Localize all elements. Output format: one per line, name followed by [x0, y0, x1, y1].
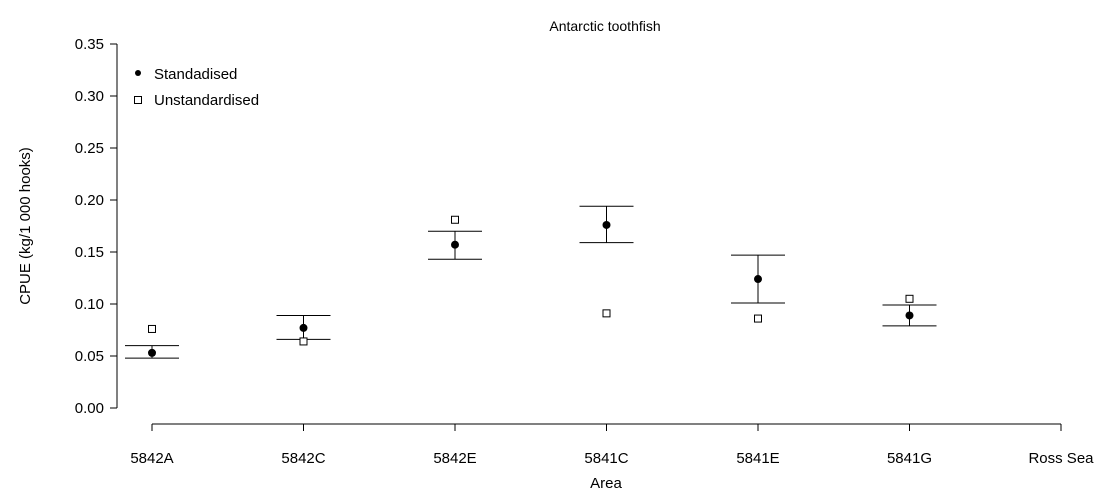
x-axis-title: Area	[590, 475, 622, 492]
y-tick-label: 0.00	[75, 400, 104, 417]
unstandardised-point	[148, 324, 156, 333]
legend-label-unstandardised: Unstandardised	[154, 92, 259, 109]
unstandardised-point	[299, 337, 308, 346]
unstandardised-point	[754, 314, 762, 323]
y-tick-label: 0.15	[75, 244, 104, 261]
y-tick-label: 0.30	[75, 88, 104, 105]
x-tick-label: 5841C	[584, 450, 628, 467]
x-tick-label: 5842A	[130, 450, 173, 467]
x-tick-label: 5842C	[281, 450, 325, 467]
chart-title: Antarctic toothfish	[549, 18, 660, 34]
standardised-point	[451, 240, 459, 249]
legend: Standadised Unstandardised	[134, 66, 259, 109]
standardised-point	[754, 275, 762, 284]
unstandardised-point	[905, 294, 914, 303]
y-tick-label: 0.10	[75, 296, 104, 313]
unstandardised-point	[602, 309, 611, 318]
y-tick-label: 0.20	[75, 192, 104, 209]
data-marks	[125, 205, 937, 359]
x-tick-label: 5842E	[433, 450, 476, 467]
x-axis: 5842A 5842C 5842E 5841C 5841E 5841G Ross Sea	[130, 423, 1094, 467]
standardised-point	[148, 348, 156, 357]
y-tick-label: 0.25	[75, 140, 104, 157]
x-tick-label: 5841G	[887, 450, 932, 467]
y-axis: 0.00 0.05 0.10 0.15 0.20 0.25 0.30 0.35	[75, 36, 118, 417]
unstandardised-point	[451, 215, 459, 224]
standardised-point	[602, 220, 611, 229]
legend-marker-unstandardised	[134, 96, 142, 104]
y-axis-title: CPUE (kg/1 000 hooks)	[17, 147, 34, 305]
y-tick-label: 0.05	[75, 348, 104, 365]
x-tick-label: 5841E	[736, 450, 779, 467]
standardised-point	[299, 323, 308, 332]
x-tick-label: Ross Sea	[1028, 450, 1094, 467]
y-tick-label: 0.35	[75, 36, 104, 53]
legend-marker-standardised	[135, 70, 141, 76]
legend-label-standardised: Standadised	[154, 66, 237, 83]
standardised-point	[905, 311, 914, 320]
